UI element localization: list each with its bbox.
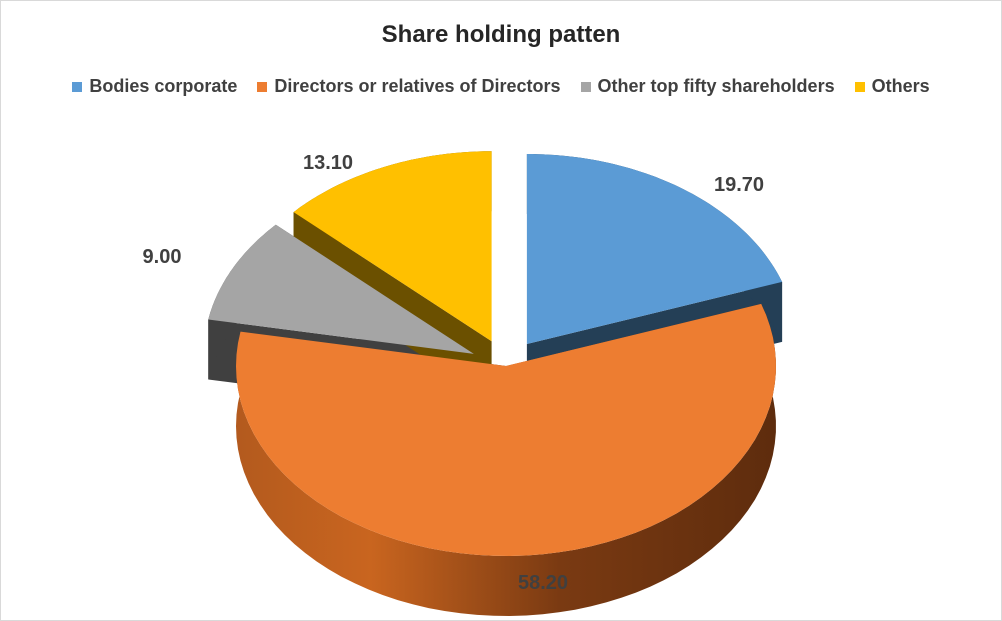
slice-bodies-corporate [526,154,783,345]
legend-label: Others [871,76,930,96]
slice-others [293,151,492,342]
data-label-others: 13.10 [303,152,353,174]
legend-item-bodies-corporate: Bodies corporate [72,76,237,97]
legend-swatch [72,81,83,92]
slice-other-top-fifty-shareholders [208,224,474,354]
legend-label: Other top fifty shareholders [597,76,835,96]
slice-directors-or-relatives-of-directors [236,303,776,556]
legend-item-others: Others [854,76,930,97]
slice-wall-directors-or-relatives-of-directors [236,303,776,616]
legend: Bodies corporate Directors or relatives o… [1,76,1001,97]
data-label-directors-or-relatives-of-directors: 58.20 [518,572,568,594]
legend-item-directors-or-relatives-of-directors: Directors or relatives of Directors [257,76,561,97]
legend-swatch [257,81,268,92]
data-label-bodies-corporate: 19.70 [714,174,764,196]
legend-item-other-top-fifty-shareholders: Other top fifty shareholders [580,76,835,97]
legend-label: Directors or relatives of Directors [274,76,561,96]
chart-title: Share holding patten [381,21,621,48]
legend-swatch [854,81,865,92]
legend-swatch [580,81,591,92]
data-label-other-top-fifty-shareholders: 9.00 [143,246,182,268]
legend-label: Bodies corporate [89,76,238,96]
